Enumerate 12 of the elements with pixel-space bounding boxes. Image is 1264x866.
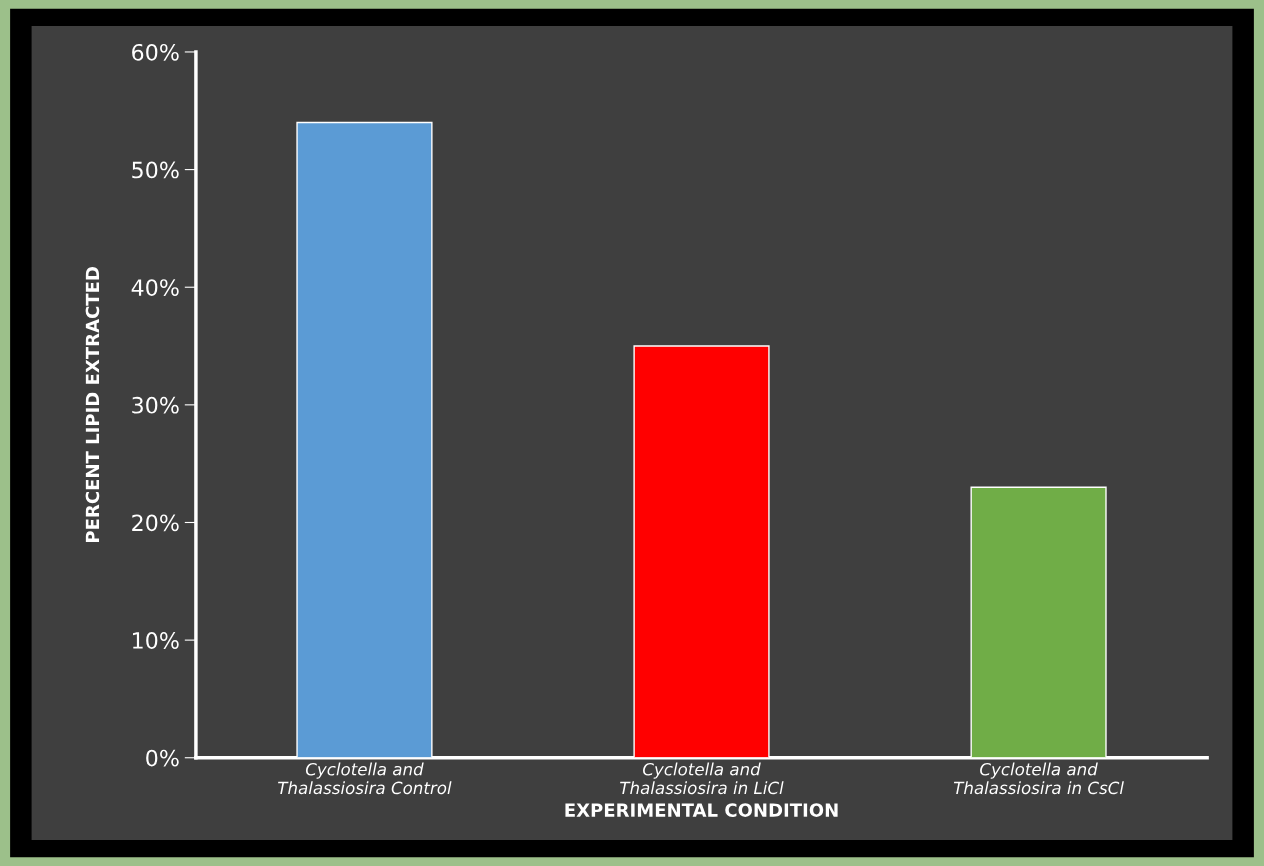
y-tick-label: 60%: [132, 43, 179, 61]
y-tick-label: 10%: [133, 632, 179, 649]
y-axis-title: PERCENT LIPID EXTRACTED: [85, 267, 100, 542]
y-tick-label: 40%: [131, 279, 179, 296]
y-tick-label: 20%: [132, 514, 179, 532]
x-tick-label: Cyclotella and Thalassiosira in LiCl: [620, 762, 784, 795]
x-axis-title: EXPERIMENTAL CONDITION: [565, 803, 838, 817]
x-tick-label: Cyclotella and Thalassiosira Control: [278, 762, 452, 795]
y-tick-label: 50%: [132, 161, 179, 179]
x-tick-label: Cyclotella and Thalassiosira in CsCl: [953, 762, 1124, 795]
y-tick-label: 30%: [132, 396, 179, 414]
y-tick-label: 0%: [146, 749, 179, 767]
